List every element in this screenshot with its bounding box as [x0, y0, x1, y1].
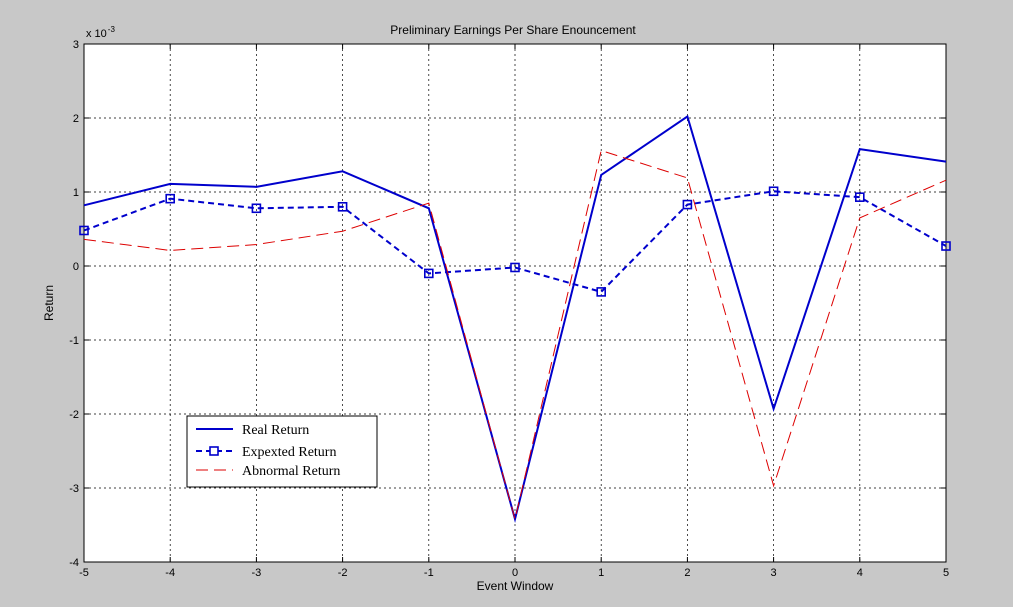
- y-tick-label: -1: [69, 335, 79, 347]
- data-point-expexted-return: [941, 241, 951, 251]
- data-point-expexted-return: [510, 262, 520, 273]
- y-axis-title: Return: [42, 285, 56, 321]
- x-tick-label: 3: [771, 567, 777, 579]
- data-point-expexted-return: [854, 192, 865, 202]
- grid-lines: [84, 44, 946, 562]
- y-tick-label: 0: [73, 261, 79, 273]
- data-point-expexted-return: [337, 202, 348, 212]
- x-tick-label: -3: [252, 567, 262, 579]
- y-tick-label: 3: [73, 39, 79, 51]
- data-point-expexted-return: [165, 193, 175, 204]
- x-tick-label: -5: [79, 567, 89, 579]
- data-point-expexted-return: [423, 268, 434, 279]
- legend-label-abnormal-return: Abnormal Return: [242, 464, 340, 479]
- series-line-abnormal-return: [83, 149, 947, 520]
- x-tick-label: -1: [424, 567, 434, 579]
- x-axis-title: Event Window: [477, 579, 554, 593]
- chart-title: Preliminary Earnings Per Share Enounceme…: [390, 23, 636, 37]
- x-tick-label: 2: [684, 567, 690, 579]
- series-line-real-return: [83, 114, 947, 523]
- legend-label-real-return: Real Return: [242, 423, 309, 438]
- x-tick-label: -2: [338, 567, 348, 579]
- x-tick-label: -4: [165, 567, 175, 579]
- data-point-expexted-return: [768, 186, 779, 197]
- x-tick-label: 1: [598, 567, 604, 579]
- y-tick-label: -3: [69, 483, 79, 495]
- data-point-expexted-return: [79, 225, 89, 236]
- y-exponent-power: -3: [108, 25, 116, 34]
- y-exponent-base: x 10: [86, 28, 107, 40]
- x-tick-label: 0: [512, 567, 518, 579]
- y-exponent-label: x 10-3: [86, 25, 115, 40]
- data-point-expexted-return: [596, 287, 607, 297]
- legend-label-expected-return: Expexted Return: [242, 445, 336, 460]
- x-tick-label: 5: [943, 567, 949, 579]
- legend-marker-expected-return: [209, 446, 219, 456]
- x-tick-label: 4: [857, 567, 863, 579]
- series-layer: [79, 114, 951, 523]
- legend: Real Return Expexted Return Abnormal Ret…: [186, 415, 378, 488]
- y-tick-label: 1: [73, 187, 79, 199]
- y-tick-label: -2: [69, 409, 79, 421]
- data-point-expexted-return: [251, 203, 262, 214]
- y-tick-label: 2: [73, 113, 79, 125]
- series-line-expexted-return: [83, 190, 947, 294]
- y-tick-label: -4: [69, 557, 79, 569]
- data-point-expexted-return: [682, 199, 693, 210]
